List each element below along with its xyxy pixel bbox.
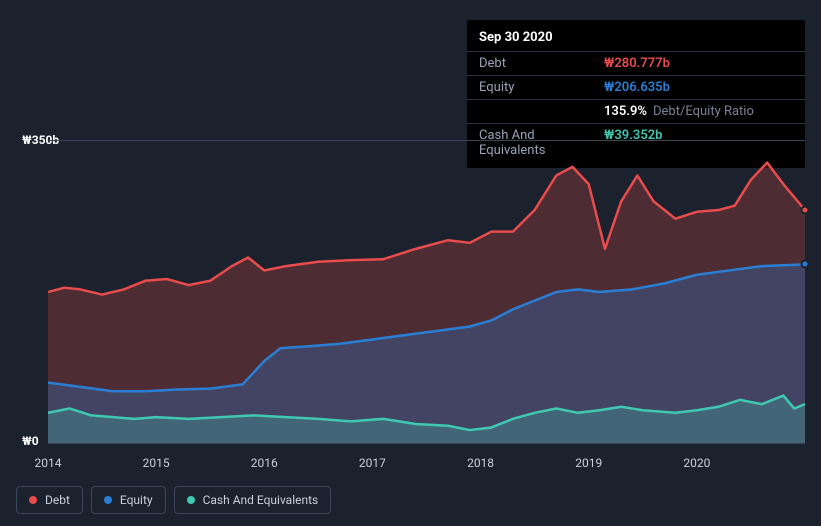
tooltip-row: Equity₩206.635b — [467, 75, 805, 99]
y-axis-min-label: ₩0 — [22, 434, 39, 448]
x-axis-tick: 2017 — [359, 456, 386, 470]
tooltip-date: Sep 30 2020 — [467, 26, 805, 51]
legend-item[interactable]: Cash And Equivalents — [174, 486, 332, 514]
legend-dot-icon — [187, 496, 195, 504]
tooltip-row-extra: Debt/Equity Ratio — [653, 104, 754, 119]
legend-item[interactable]: Debt — [16, 486, 83, 514]
legend-item[interactable]: Equity — [91, 486, 166, 514]
tooltip-row-value: 135.9%Debt/Equity Ratio — [604, 104, 754, 119]
chart-legend: Debt Equity Cash And Equivalents — [16, 486, 331, 514]
series-end-marker — [801, 206, 810, 215]
legend-dot-icon — [29, 496, 37, 504]
x-axis-tick: 2015 — [143, 456, 170, 470]
legend-label: Equity — [120, 493, 153, 507]
x-axis-tick: 2014 — [35, 456, 62, 470]
legend-dot-icon — [104, 496, 112, 504]
tooltip-row-value: ₩280.777b — [604, 56, 670, 71]
tooltip-row-label: Debt — [479, 56, 604, 71]
tooltip-row-label — [479, 104, 604, 119]
tooltip-row-label: Equity — [479, 80, 604, 95]
tooltip-row: Debt₩280.777b — [467, 51, 805, 75]
x-axis-tick: 2019 — [575, 456, 602, 470]
x-axis-tick: 2018 — [467, 456, 494, 470]
x-axis-tick: 2016 — [251, 456, 278, 470]
x-axis-tick: 2020 — [683, 456, 710, 470]
x-axis: 2014201520162017201820192020 — [48, 450, 805, 474]
legend-label: Cash And Equivalents — [203, 493, 319, 507]
series-end-marker — [801, 260, 810, 269]
legend-label: Debt — [45, 493, 70, 507]
chart-plot-area[interactable] — [48, 140, 805, 444]
tooltip-row-value: ₩206.635b — [604, 80, 670, 95]
chart-container: ₩350b ₩0 2014201520162017201820192020 — [16, 120, 805, 474]
